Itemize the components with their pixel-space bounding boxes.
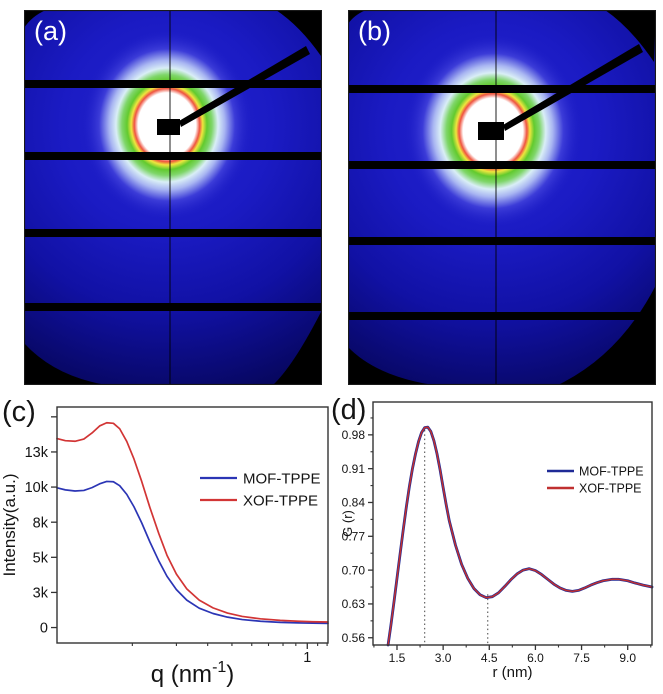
y-tick-label: 3k — [33, 586, 49, 602]
y-axis-label: Intensity(a.u.) — [0, 474, 19, 577]
series-line-xof-tppe — [56, 421, 329, 623]
panel-label-c: (c) — [2, 396, 36, 428]
detector-gap-bar — [348, 85, 656, 93]
detector-image-b — [347, 9, 657, 386]
legend-label-xof-tppe: XOF-TPPE — [579, 482, 642, 496]
beamstop-arm — [503, 44, 643, 131]
panel-label-d: (d) — [331, 394, 367, 426]
chart-c-intensity-vs-q: 1 0 3k 5k 8k 10k 13k q (nm-1) Intensity(a.u.) MOF… — [0, 390, 335, 694]
panel-label-b: (b) — [358, 16, 391, 46]
series-line-xof-tppe — [387, 426, 653, 646]
chart-svg-d: 1.5 3.0 4.5 6.0 7.5 9.0 0.56 0.63 0.70 0.77 0.84 0.… — [340, 401, 654, 681]
aperture-corner-top-left — [24, 10, 46, 28]
detector-pattern-b — [347, 9, 657, 386]
beamstop — [478, 122, 504, 140]
x-axis-label: r (nm) — [493, 664, 533, 681]
x-tick-label: 1 — [303, 650, 311, 666]
beamstop — [157, 119, 180, 135]
detector-gap-line — [169, 10, 171, 385]
detector-gap-bar — [24, 152, 322, 160]
legend-label-mof-tppe: MOF-TPPE — [579, 465, 644, 479]
y-axis-label: G (r) — [340, 510, 355, 537]
aperture-corner-top-right — [276, 10, 322, 56]
legend-label-xof-tppe: XOF-TPPE — [243, 492, 318, 509]
legend-label-mof-tppe: MOF-TPPE — [243, 470, 321, 487]
x-tick-label: 7.5 — [573, 651, 590, 665]
detector-image-a — [23, 9, 323, 386]
y-tick-label: 0.84 — [342, 496, 366, 510]
panel-border — [347, 9, 657, 386]
plot-box — [56, 406, 329, 644]
x-axis-label: q (nm-1) — [151, 659, 235, 688]
aperture-corner-bottom-left — [24, 343, 106, 385]
y-tick-label: 0.98 — [342, 428, 366, 442]
y-tick-label: 10k — [25, 480, 49, 496]
detector-gap-bar — [348, 312, 656, 320]
series-line-mof-tppe — [386, 425, 654, 647]
aperture-corner-top-left — [348, 10, 366, 24]
beamstop-arm — [179, 46, 310, 127]
y-tick-label: 0.70 — [342, 563, 366, 577]
plot-box — [372, 401, 653, 646]
chart-d-gr-vs-r: 1.5 3.0 4.5 6.0 7.5 9.0 0.56 0.63 0.70 0.77 0.84 0.… — [330, 390, 663, 694]
x-tick-label: 4.5 — [481, 651, 498, 665]
y-tick-label: 0.63 — [342, 597, 366, 611]
panel-border — [23, 9, 323, 386]
aperture-corner-top-right — [605, 10, 656, 62]
detector-gap-bar — [348, 161, 656, 169]
x-tick-label: 1.5 — [389, 651, 406, 665]
chart-svg-c: 1 0 3k 5k 8k 10k 13k q (nm-1) Intensity(a.u.) MOF… — [0, 406, 329, 688]
series-line-mof-tppe — [56, 480, 329, 625]
detector-gap-bar — [24, 80, 322, 88]
y-tick-label: 0 — [40, 621, 48, 637]
panel-label-a: (a) — [34, 16, 67, 46]
detector-gap-bar — [24, 229, 322, 237]
y-tick-label: 5k — [33, 550, 49, 566]
y-tick-label: 0.91 — [342, 462, 366, 476]
detector-gap-bar — [348, 237, 656, 245]
aperture-corner-bottom-right — [273, 310, 322, 385]
y-tick-label: 0.77 — [342, 530, 366, 544]
y-tick-label: 8k — [33, 515, 49, 531]
x-tick-label: 6.0 — [527, 651, 544, 665]
y-tick-label: 0.56 — [342, 631, 366, 645]
detector-pattern-a — [23, 9, 323, 386]
aperture-corner-bottom-left — [348, 347, 433, 385]
y-tick-label: 13k — [25, 445, 49, 461]
aperture-corner-bottom-right — [558, 285, 656, 385]
detector-gap-line — [495, 10, 497, 385]
x-tick-label: 9.0 — [619, 651, 636, 665]
x-tick-label: 3.0 — [435, 651, 452, 665]
detector-gap-bar — [24, 303, 322, 311]
